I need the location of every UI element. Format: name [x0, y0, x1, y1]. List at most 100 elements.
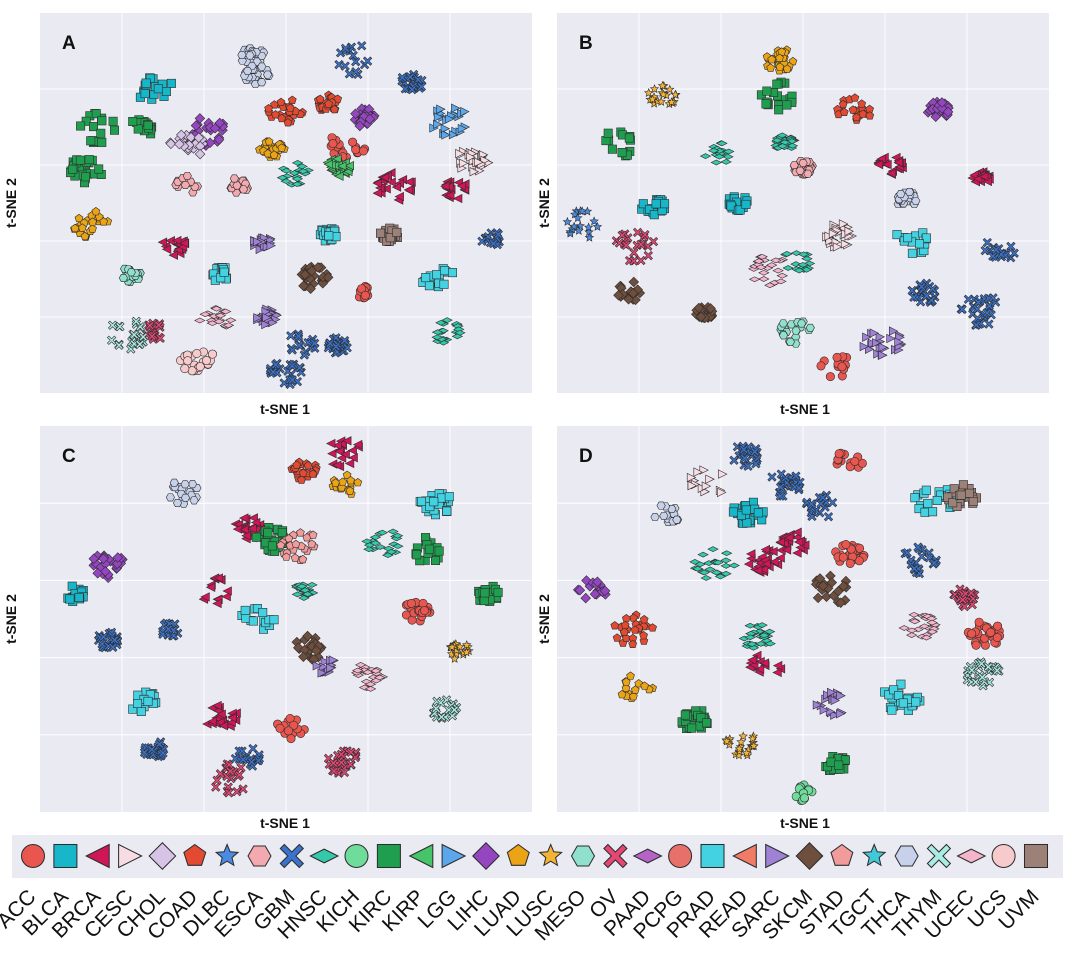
panel-letter: A: [62, 33, 76, 54]
point-prad: [248, 616, 258, 626]
point-kirc: [434, 546, 444, 556]
point-kirc: [603, 128, 613, 138]
point-coad: [330, 104, 339, 114]
legend-marker-esca: [247, 845, 272, 867]
point-thca: [896, 190, 906, 198]
point-blca: [742, 518, 752, 528]
point-thca: [165, 493, 175, 502]
point-acc: [286, 734, 296, 744]
legend-marker-prad: [700, 843, 725, 869]
point-acc: [406, 598, 416, 608]
legend-marker-acc: [20, 843, 46, 869]
cluster-coad: [264, 95, 307, 127]
point-prad: [136, 707, 146, 716]
point-kirc: [762, 86, 772, 96]
point-gbm: [344, 69, 355, 79]
point-prad: [448, 268, 457, 278]
point-thca: [187, 480, 198, 489]
point-gbm: [357, 41, 367, 51]
point-acc: [360, 290, 370, 300]
point-acc: [850, 456, 860, 466]
point-prad: [324, 231, 334, 241]
point-acc: [993, 621, 1003, 631]
legend-marker-blca: [53, 843, 78, 869]
point-prad: [910, 493, 920, 503]
point-uvm: [958, 480, 968, 490]
legend-marker-kich: [344, 843, 369, 869]
point-meso: [126, 268, 136, 277]
point-kirc: [412, 550, 422, 560]
point-thca: [672, 515, 682, 524]
point-prad: [440, 266, 450, 276]
point-prad: [429, 497, 439, 507]
point-coad: [324, 99, 333, 108]
point-uvm: [376, 228, 385, 238]
point-blca: [141, 78, 151, 88]
legend-marker-thca: [894, 845, 919, 867]
cluster-blca: [135, 73, 176, 104]
legend-marker-kirc: [376, 843, 401, 869]
point-kirc: [826, 757, 836, 767]
point-kirc: [617, 148, 627, 158]
point-kirc: [687, 723, 697, 733]
point-kirc: [267, 541, 277, 551]
point-thca: [904, 188, 915, 196]
point-prad: [143, 696, 153, 706]
point-blca: [651, 199, 661, 209]
point-ucs: [202, 356, 211, 365]
point-acc: [275, 723, 285, 733]
point-thca: [180, 480, 190, 489]
point-prad: [911, 697, 921, 707]
point-gbm: [340, 61, 350, 71]
point-kirc: [81, 116, 91, 126]
point-prad: [240, 605, 250, 615]
point-thca: [650, 513, 660, 522]
point-ucs: [180, 364, 190, 374]
cluster-lihc: [349, 103, 380, 132]
point-kirc: [110, 125, 119, 135]
point-prad: [417, 496, 426, 506]
y-axis-label: t-SNE 2: [3, 594, 19, 644]
point-acc: [986, 627, 996, 637]
point-kirc: [774, 105, 784, 115]
point-acc: [967, 629, 977, 639]
legend-marker-uvm: [1023, 843, 1049, 869]
point-prad: [894, 691, 904, 700]
point-esca: [798, 159, 808, 167]
point-kirc: [431, 556, 440, 565]
x-axis-label: t-SNE 1: [260, 815, 310, 831]
point-kirc: [76, 121, 86, 131]
point-blca: [660, 199, 670, 209]
point-coad: [333, 94, 343, 103]
point-kirc: [493, 587, 503, 597]
point-gbm: [340, 43, 351, 54]
point-thca: [257, 62, 267, 71]
point-gbm: [407, 84, 417, 95]
point-thca: [656, 501, 666, 510]
panels: At-SNE 1 t-SNE 2 Bt-SNE 1 t-SNE 2 Ct-SNE 1 t-…: [3, 13, 1049, 831]
point-acc: [841, 540, 851, 549]
point-prad: [241, 613, 251, 623]
cluster-thca: [237, 44, 269, 70]
point-blca: [161, 87, 171, 96]
point-kirc: [91, 109, 101, 119]
point-thca: [245, 51, 255, 60]
point-acc: [971, 640, 981, 650]
point-kirc: [84, 155, 94, 165]
point-ucs: [208, 349, 217, 359]
point-gbm: [351, 57, 361, 67]
point-kirc: [108, 116, 118, 126]
point-acc: [825, 372, 835, 382]
point-acc: [348, 137, 358, 147]
x-axis-label: t-SNE 1: [780, 815, 830, 831]
point-gbm: [351, 67, 361, 77]
y-axis-label: t-SNE 2: [536, 594, 552, 644]
point-kirc: [761, 99, 771, 109]
point-kirc: [94, 164, 104, 174]
point-uvm: [956, 490, 966, 500]
point-acc: [351, 145, 361, 155]
point-kirc: [128, 117, 138, 126]
point-thca: [263, 70, 273, 79]
point-acc: [816, 361, 826, 371]
point-acc: [359, 146, 368, 156]
